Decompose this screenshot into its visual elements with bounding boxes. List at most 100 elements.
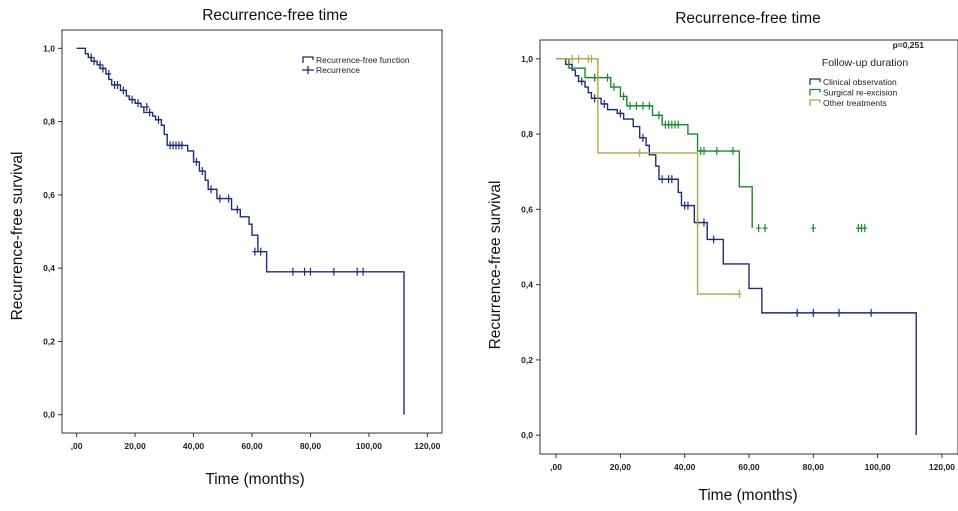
censor-mark — [794, 308, 800, 317]
censor-mark — [147, 108, 153, 117]
censor-mark — [669, 175, 675, 184]
censor-mark — [258, 247, 264, 256]
x-tick-label: 100,00 — [356, 441, 382, 451]
y-tick-label: 0,6 — [43, 190, 55, 200]
legend-label: Recurrence — [316, 65, 360, 75]
censor-mark — [115, 80, 121, 89]
plot-frame — [539, 39, 958, 455]
censor-mark — [736, 290, 742, 299]
chart-title: Recurrence-free time — [675, 10, 821, 27]
x-tick-label: 20,00 — [124, 441, 146, 451]
censor-mark — [290, 267, 296, 276]
censor-mark — [633, 101, 639, 110]
censor-mark — [106, 69, 112, 78]
censor-mark — [605, 73, 611, 82]
legend-label: Other treatments — [823, 98, 887, 108]
x-axis-label: Time (months) — [698, 487, 797, 504]
p-value-annotation: p=0,251 — [893, 40, 925, 50]
censor-mark — [640, 133, 646, 142]
censor-mark — [579, 77, 585, 86]
censor-mark — [576, 54, 582, 63]
y-tick-label: 0,2 — [43, 336, 55, 346]
y-tick-label: 1,0 — [521, 54, 533, 64]
x-tick-label: 80,00 — [300, 441, 322, 451]
censor-mark — [129, 95, 135, 104]
legend-swatch — [809, 99, 821, 106]
y-tick-label: 0,2 — [521, 355, 533, 365]
censor-mark — [656, 111, 662, 120]
legend-swatch — [302, 56, 314, 63]
x-tick-label: ,00 — [550, 462, 562, 472]
censor-mark — [675, 120, 681, 129]
censor-mark — [302, 267, 308, 276]
censor-mark — [217, 194, 223, 203]
censor-mark — [588, 54, 594, 63]
censor-mark — [714, 147, 720, 156]
censor-mark — [331, 267, 337, 276]
censor-mark — [97, 60, 103, 69]
censor-mark — [646, 101, 652, 110]
censor-mark — [252, 247, 258, 256]
series-line-1 — [556, 58, 917, 436]
chart-panel-1: Recurrence-free time Time (months) Recurre… — [9, 7, 443, 488]
y-tick-label: 0,8 — [521, 129, 533, 139]
censor-mark — [627, 101, 633, 110]
censor-mark — [756, 224, 762, 233]
x-tick-label: 40,00 — [183, 441, 205, 451]
censor-mark — [135, 99, 141, 108]
censor-mark — [637, 148, 643, 157]
censor-mark — [179, 141, 185, 150]
censor-mark — [701, 218, 707, 227]
legend-title: Follow-up duration — [822, 57, 909, 69]
x-tick-label: 40,00 — [674, 462, 696, 472]
censor-mark — [155, 115, 161, 124]
censor-mark — [354, 267, 360, 276]
series-line-1 — [76, 47, 405, 415]
censor-mark — [360, 267, 366, 276]
censor-mark — [810, 224, 816, 233]
censor-mark — [659, 175, 665, 184]
chart-title: Recurrence-free time — [202, 7, 348, 24]
y-axis-label: Recurrence-free survival — [487, 181, 504, 350]
x-tick-label: ,00 — [71, 441, 83, 451]
series-line-3 — [556, 58, 740, 295]
censor-mark — [120, 86, 126, 95]
censor-mark — [836, 308, 842, 317]
legend-label: Clinical observation — [823, 77, 897, 87]
x-tick-label: 120,00 — [929, 462, 955, 472]
censor-mark — [193, 157, 199, 166]
censor-mark — [711, 235, 717, 244]
censor-mark — [611, 83, 617, 92]
y-tick-label: 0,4 — [521, 280, 533, 290]
x-tick-label: 20,00 — [610, 462, 632, 472]
x-tick-label: 120,00 — [414, 441, 440, 451]
censor-mark — [88, 53, 94, 62]
censor-mark — [91, 57, 97, 66]
y-tick-label: 0,6 — [521, 204, 533, 214]
legend-swatch — [809, 78, 821, 85]
censor-mark — [868, 308, 874, 317]
censor-mark — [208, 185, 214, 194]
censor-mark — [701, 147, 707, 156]
y-tick-label: 0,0 — [521, 430, 533, 440]
series-line-2 — [556, 58, 753, 229]
censor-mark — [307, 267, 313, 276]
y-tick-label: 0,8 — [43, 117, 55, 127]
censor-mark — [601, 99, 607, 108]
censor-mark — [144, 102, 150, 111]
censor-mark — [730, 147, 736, 156]
censor-mark — [762, 224, 768, 233]
chart-panel-2: Recurrence-free time Time (months) Recurre… — [487, 10, 958, 504]
x-tick-label: 80,00 — [803, 462, 825, 472]
legend-swatch — [302, 66, 314, 74]
censor-mark — [685, 201, 691, 210]
legend-label: Recurrence-free function — [316, 55, 410, 65]
y-tick-label: 0,4 — [43, 263, 55, 273]
legend-label: Surgical re-excision — [823, 88, 897, 98]
censor-mark — [810, 308, 816, 317]
censor-mark — [199, 167, 205, 176]
censor-mark — [617, 109, 623, 118]
